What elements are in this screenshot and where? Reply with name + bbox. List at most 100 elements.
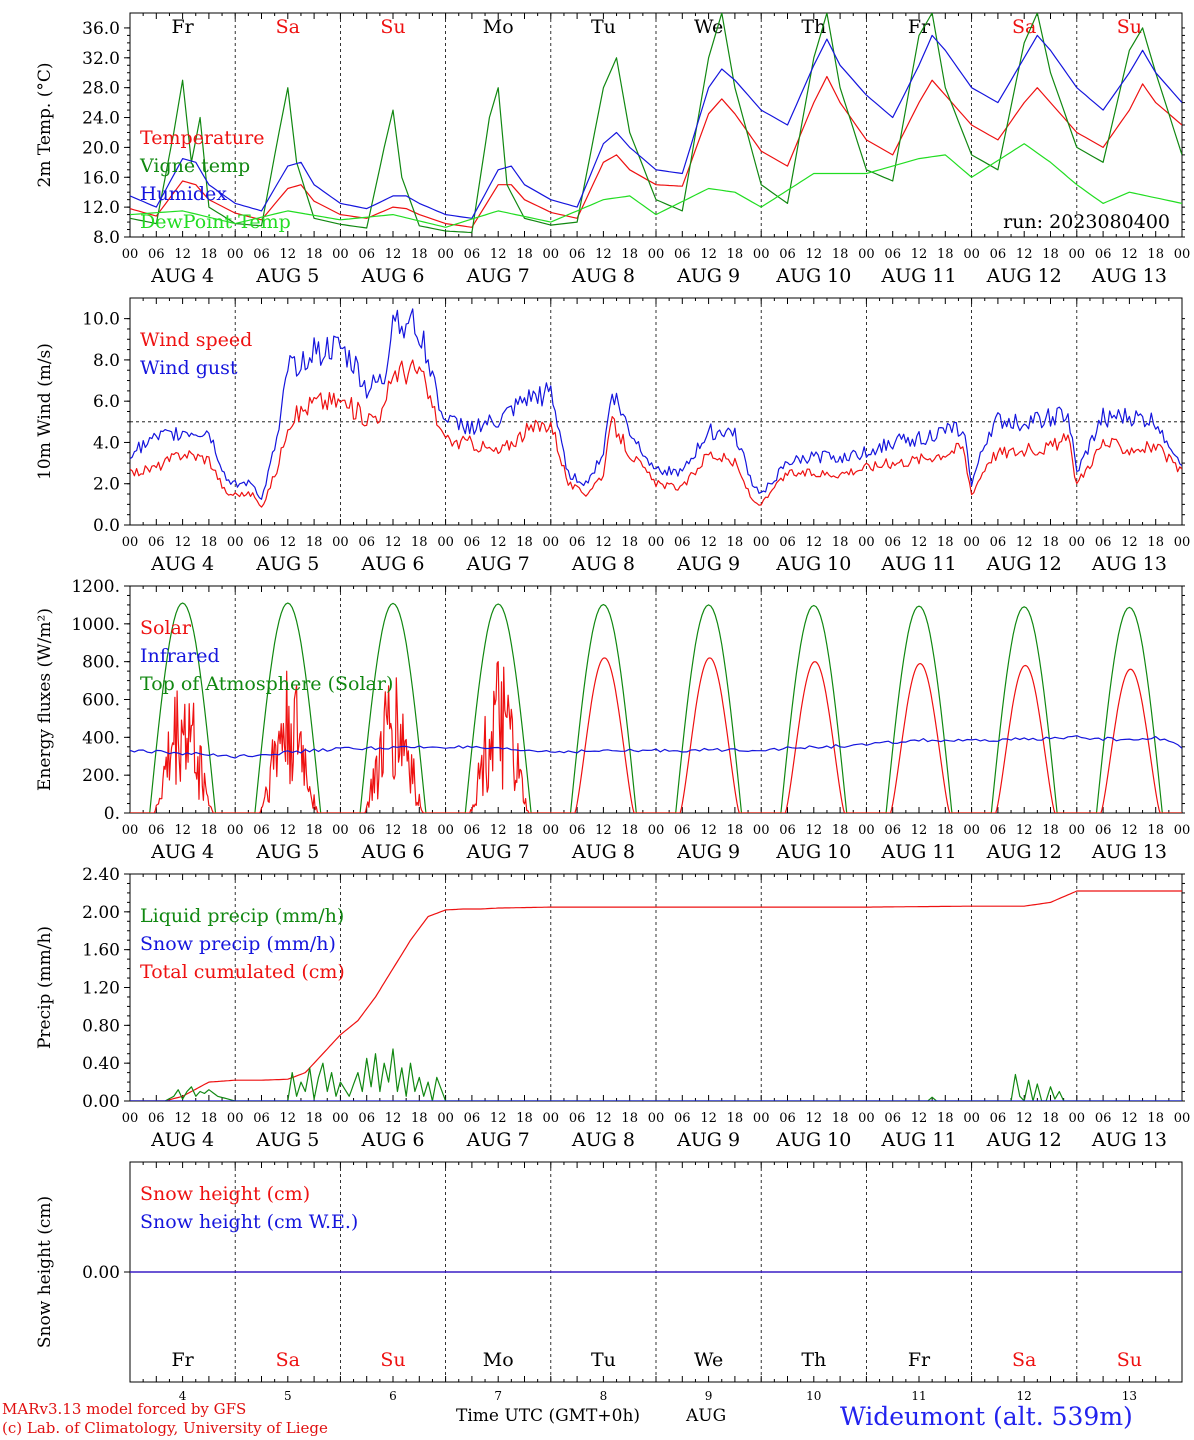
- precip-hour-label: 18: [937, 1111, 954, 1126]
- temperature-hour-label: 06: [253, 247, 270, 262]
- temperature-hour-label: 06: [148, 247, 165, 262]
- energy-hour-label: 18: [411, 823, 428, 838]
- energy-hour-label: 12: [1121, 823, 1138, 838]
- energy-hour-label: 18: [937, 823, 954, 838]
- temperature-hour-label: 06: [674, 247, 691, 262]
- wind-y-tick-label: 4.0: [93, 433, 120, 453]
- temperature-hour-label: 00: [648, 247, 665, 262]
- snow-day-number: 8: [600, 1389, 608, 1403]
- energy-hour-label: 00: [1174, 823, 1191, 838]
- energy-hour-label: 06: [253, 823, 270, 838]
- precip-day-label: AUG 10: [775, 1129, 851, 1151]
- precip-series: [130, 890, 1182, 1101]
- precip-hour-label: 12: [1016, 1111, 1033, 1126]
- precip-day-label: AUG 6: [360, 1129, 424, 1151]
- temperature-hour-label: 18: [621, 247, 638, 262]
- wind-y-tick-label: 8.0: [93, 351, 120, 371]
- precip-hour-label: 12: [280, 1111, 297, 1126]
- temperature-hour-label: 12: [280, 247, 297, 262]
- model-credit: MARv3.13 model forced by GFS: [2, 1400, 247, 1418]
- temperature-hour-label: 18: [1042, 247, 1059, 262]
- energy-hour-label: 12: [490, 823, 507, 838]
- energy-hour-label: 06: [990, 823, 1007, 838]
- wind-y-tick-label: 2.0: [93, 475, 120, 495]
- energy-hour-label: 18: [621, 823, 638, 838]
- wind-hour-label: 12: [700, 535, 717, 550]
- precip-hour-label: 06: [148, 1111, 165, 1126]
- energy-hour-label: 12: [806, 823, 823, 838]
- precip-hour-label: 06: [464, 1111, 481, 1126]
- precip-y-tick-label: 0.00: [82, 1092, 120, 1112]
- snow-y-label: Snow height (cm): [35, 1196, 55, 1348]
- wind-series-wind-speed: [130, 359, 1182, 508]
- temperature-y-tick-label: 32.0: [82, 49, 120, 69]
- temperature-frame: [129, 12, 1183, 238]
- temperature-hour-label: 00: [1174, 247, 1191, 262]
- wind-hour-label: 06: [1095, 535, 1112, 550]
- energy-hour-label: 18: [306, 823, 323, 838]
- snow-day-number: 6: [389, 1389, 397, 1403]
- energy-hour-label: 18: [1147, 823, 1164, 838]
- wind-day-label: AUG 4: [150, 553, 214, 575]
- temperature-day-label: AUG 11: [880, 265, 956, 287]
- wind-hour-label: 06: [674, 535, 691, 550]
- temperature-hour-label: 18: [727, 247, 744, 262]
- precip-hour-label: 12: [174, 1111, 191, 1126]
- temperature-hour-label: 12: [490, 247, 507, 262]
- temperature-y-tick-label: 24.0: [82, 109, 120, 129]
- energy-hour-label: 06: [148, 823, 165, 838]
- temperature-hour-label: 00: [437, 247, 454, 262]
- temperature-legend-entry: Vigne temp: [139, 155, 250, 177]
- precip-hour-label: 00: [753, 1111, 770, 1126]
- wind-legend-entry: Wind gust: [140, 357, 238, 379]
- wind-hour-label: 12: [490, 535, 507, 550]
- temperature-y-tick-label: 8.0: [93, 228, 120, 248]
- wind-hour-label: 00: [437, 535, 454, 550]
- snow-weekday-label: Fr: [171, 1349, 194, 1371]
- precip-hour-label: 18: [411, 1111, 428, 1126]
- precip-hour-label: 00: [963, 1111, 980, 1126]
- temperature-legend-entry: Humidex: [140, 183, 227, 205]
- wind-hour-label: 06: [358, 535, 375, 550]
- temperature-day-label: AUG 4: [150, 265, 214, 287]
- energy-hour-label: 18: [201, 823, 218, 838]
- wind-hour-label: 00: [227, 535, 244, 550]
- wind-hour-label: 06: [990, 535, 1007, 550]
- energy-hour-label: 00: [437, 823, 454, 838]
- snow-y-tick-label: 0.00: [82, 1263, 120, 1283]
- temperature-hour-label: 06: [464, 247, 481, 262]
- precip-hour-label: 18: [201, 1111, 218, 1126]
- wind-y-label: 10m Wind (m/s): [35, 343, 55, 480]
- precip-hour-label: 18: [516, 1111, 533, 1126]
- temperature-weekday-label: Tu: [591, 16, 616, 38]
- temperature-hour-label: 12: [806, 247, 823, 262]
- energy-hour-label: 00: [648, 823, 665, 838]
- energy-series-infrared: [130, 735, 1182, 759]
- temperature-legend-entry: DewPoint Temp: [140, 211, 291, 233]
- temperature-hour-label: 12: [174, 247, 191, 262]
- temperature-hour-label: 00: [858, 247, 875, 262]
- precip-y-tick-label: 0.80: [82, 1016, 120, 1036]
- wind-y-tick-label: 6.0: [93, 392, 120, 412]
- temperature-day-label: AUG 12: [986, 265, 1062, 287]
- precip-y-tick-label: 2.40: [82, 865, 120, 885]
- precip-y-tick-label: 2.00: [82, 903, 120, 923]
- temperature-y-label: 2m Temp. (°C): [35, 62, 55, 187]
- precip-y-tick-label: 1.60: [82, 941, 120, 961]
- wind-hour-label: 00: [858, 535, 875, 550]
- energy-series-solar: [130, 657, 1182, 813]
- precip-hour-label: 12: [806, 1111, 823, 1126]
- snow-day-number: 4: [179, 1389, 187, 1403]
- energy-series-top-of-atmosphere-solar-: [130, 602, 1182, 813]
- wind-hour-label: 18: [411, 535, 428, 550]
- wind-hour-label: 18: [937, 535, 954, 550]
- wind-day-label: AUG 12: [986, 553, 1062, 575]
- snow-weekday-label: Su: [380, 1349, 405, 1371]
- wind-hour-label: 00: [1174, 535, 1191, 550]
- precip-hour-label: 06: [1095, 1111, 1112, 1126]
- precip-day-label: AUG 4: [150, 1129, 214, 1151]
- energy-y-tick-label: 0.: [104, 804, 120, 824]
- temperature-y-tick-label: 28.0: [82, 79, 120, 99]
- wind-day-label: AUG 13: [1091, 553, 1167, 575]
